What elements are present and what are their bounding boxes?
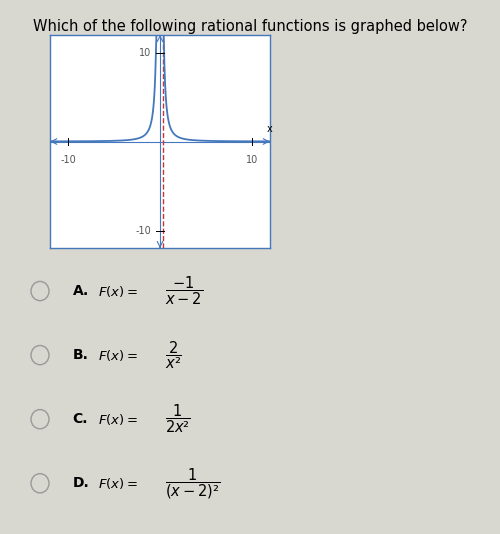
Text: $F(x)=$: $F(x)=$ (98, 348, 138, 363)
Text: $\dfrac{2}{x²}$: $\dfrac{2}{x²}$ (165, 339, 182, 371)
Text: $F(x)=$: $F(x)=$ (98, 284, 138, 299)
Text: B.: B. (72, 348, 88, 362)
Text: $\dfrac{1}{2x²}$: $\dfrac{1}{2x²}$ (165, 403, 191, 435)
Text: Which of the following rational functions is graphed below?: Which of the following rational function… (33, 19, 467, 34)
Text: $\dfrac{1}{(x−2)²}$: $\dfrac{1}{(x−2)²}$ (165, 466, 220, 500)
Text: 10: 10 (246, 155, 258, 165)
Text: D.: D. (72, 476, 89, 490)
Text: $\dfrac{-1}{x−2}$: $\dfrac{-1}{x−2}$ (165, 275, 203, 307)
Text: $F(x)=$: $F(x)=$ (98, 476, 138, 491)
Text: $F(x)=$: $F(x)=$ (98, 412, 138, 427)
Text: 10: 10 (138, 48, 151, 58)
Text: C.: C. (72, 412, 88, 426)
Text: x: x (267, 124, 273, 135)
Text: -10: -10 (135, 225, 151, 235)
Text: A.: A. (72, 284, 89, 298)
Text: -10: -10 (60, 155, 76, 165)
